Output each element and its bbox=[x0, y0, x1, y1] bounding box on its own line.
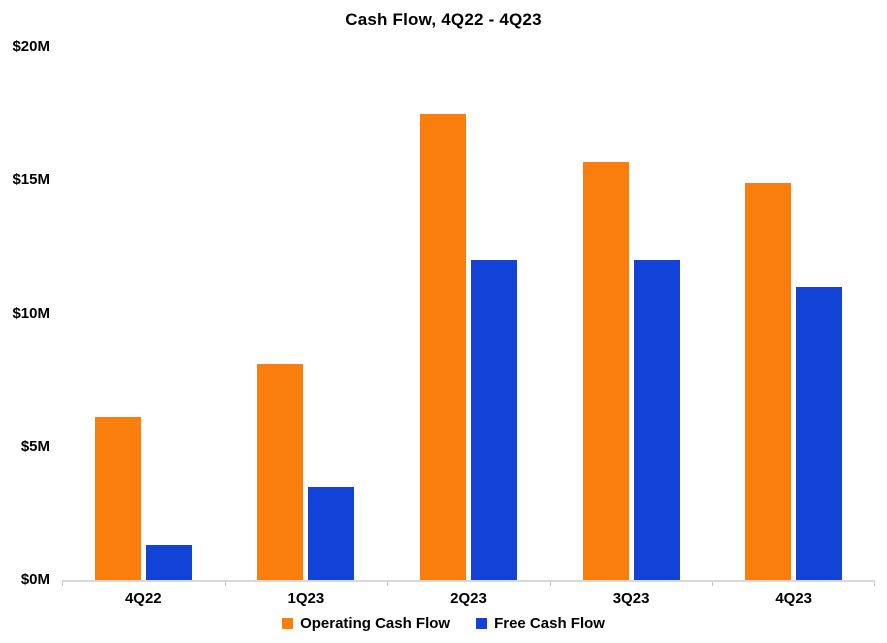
legend: Operating Cash Flow Free Cash Flow bbox=[0, 615, 887, 632]
bar-operating-cash-flow-1q23 bbox=[257, 364, 304, 580]
y-axis-label--10m: $10M bbox=[12, 304, 50, 322]
y-axis-label--20m: $20M bbox=[12, 38, 50, 55]
legend-item-operating-cash-flow: Operating Cash Flow bbox=[282, 615, 450, 632]
x-axis-tick bbox=[387, 582, 388, 586]
x-axis-tick-marks bbox=[62, 582, 875, 587]
x-axis-tick bbox=[550, 582, 551, 586]
bar-groups bbox=[62, 47, 875, 580]
bar-group-2q23 bbox=[387, 47, 550, 580]
legend-swatch-icon bbox=[282, 618, 294, 629]
y-axis-label--0m: $0M bbox=[20, 571, 50, 588]
x-axis-label-3q23: 3Q23 bbox=[612, 590, 650, 607]
y-axis: $0M $5M $10M $15M $20M bbox=[0, 38, 50, 588]
legend-label: Operating Cash Flow bbox=[300, 615, 451, 632]
x-axis-label-4q23: 4Q23 bbox=[775, 590, 813, 607]
legend-label: Free Cash Flow bbox=[494, 615, 605, 632]
bar-group-1q23 bbox=[225, 47, 388, 580]
y-axis-label--15m: $15M bbox=[12, 171, 50, 189]
x-axis-tick bbox=[225, 582, 226, 586]
bar-operating-cash-flow-3q23 bbox=[582, 161, 629, 580]
legend-item-free-cash-flow: Free Cash Flow bbox=[476, 615, 605, 632]
x-axis-labels: 4Q22 1Q23 2Q23 3Q23 4Q23 bbox=[62, 590, 875, 607]
x-axis-label-4q22: 4Q22 bbox=[124, 590, 162, 607]
x-axis-label-2q23: 2Q23 bbox=[450, 590, 487, 607]
bar-operating-cash-flow-2q23 bbox=[419, 113, 466, 580]
bar-free-cash-flow-2q23 bbox=[470, 260, 517, 580]
chart-title: Cash Flow, 4Q22 - 4Q23 bbox=[345, 10, 542, 29]
bar-operating-cash-flow-4q22 bbox=[94, 417, 141, 580]
bar-group-4q22 bbox=[62, 47, 225, 580]
bar-free-cash-flow-3q23 bbox=[633, 260, 680, 580]
legend-swatch-icon bbox=[476, 618, 488, 629]
plot-area bbox=[62, 47, 875, 582]
x-axis-tick bbox=[62, 582, 63, 586]
y-axis-label--5m: $5M bbox=[20, 437, 50, 455]
bar-free-cash-flow-4q22 bbox=[145, 545, 192, 580]
bar-group-3q23 bbox=[550, 47, 713, 580]
bar-free-cash-flow-1q23 bbox=[308, 486, 355, 580]
x-axis-tick bbox=[874, 582, 875, 586]
bar-operating-cash-flow-4q23 bbox=[745, 182, 792, 580]
bar-free-cash-flow-4q23 bbox=[796, 286, 843, 580]
x-axis-label-1q23: 1Q23 bbox=[287, 590, 325, 607]
x-axis-tick bbox=[712, 582, 713, 586]
bar-group-4q23 bbox=[712, 47, 875, 580]
